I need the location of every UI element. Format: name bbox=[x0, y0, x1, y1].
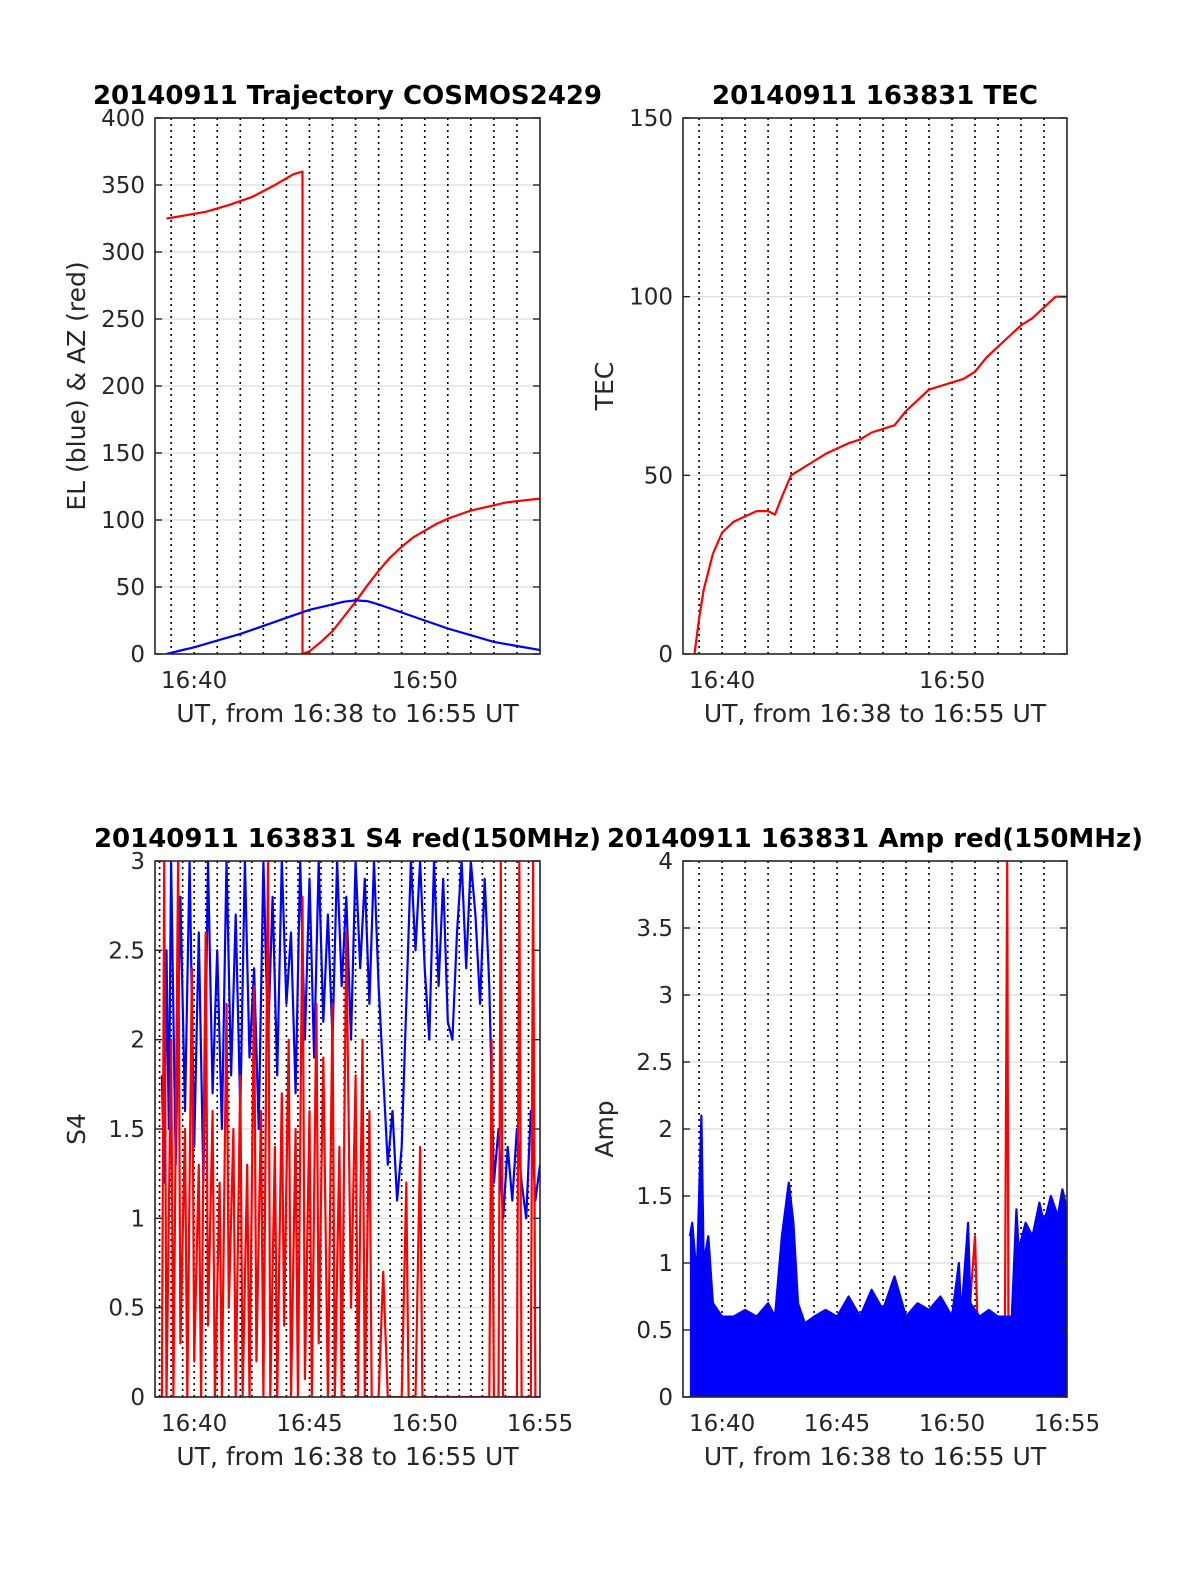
trajectory-panel: 0 50 100 150 200 250 300 350 400 16:40 16:50 201409… bbox=[62, 81, 602, 728]
trajectory-ytick-label: 200 bbox=[101, 374, 145, 400]
tec-chart-title: 20140911 163831 TEC bbox=[712, 81, 1038, 111]
amp-ytick-label: 1.5 bbox=[636, 1184, 673, 1210]
s4-ytick-label: 1.5 bbox=[108, 1117, 145, 1143]
amp-ytick-label: 2 bbox=[658, 1117, 673, 1143]
tec-ytick-label: 150 bbox=[629, 106, 673, 132]
amp-ytick-label: 2.5 bbox=[636, 1050, 673, 1076]
tec-x-axis-label: UT, from 16:38 to 16:55 UT bbox=[704, 699, 1047, 728]
s4-y-axis-label: S4 bbox=[62, 1113, 91, 1145]
tec-xtick-label: 16:50 bbox=[919, 668, 985, 694]
s4-xtick-label: 16:45 bbox=[276, 1411, 342, 1437]
amp-ytick-label: 3.5 bbox=[636, 916, 673, 942]
amp-chart-title: 20140911 163831 Amp red(150MHz) bbox=[607, 824, 1143, 854]
tec-axes-box bbox=[682, 117, 1068, 655]
trajectory-ytick-label: 50 bbox=[116, 575, 145, 601]
amp-ytick-label: 0.5 bbox=[636, 1318, 673, 1344]
s4-panel: 0 0.5 1 1.5 2 2.5 3 16:40 16:45 16:50 16:55 2014091… bbox=[62, 824, 601, 1471]
trajectory-ytick-label: 300 bbox=[101, 240, 145, 266]
s4-xtick-label: 16:50 bbox=[392, 1411, 458, 1437]
amp-xtick-label: 16:55 bbox=[1034, 1411, 1100, 1437]
trajectory-y-axis-label: EL (blue) & AZ (red) bbox=[62, 261, 91, 510]
tec-y-axis-label: TEC bbox=[590, 362, 619, 412]
amp-ytick-label: 3 bbox=[658, 983, 673, 1009]
trajectory-xtick-label: 16:40 bbox=[161, 668, 227, 694]
trajectory-xtick-label: 16:50 bbox=[392, 668, 458, 694]
amp-ytick-label: 4 bbox=[658, 849, 673, 875]
tec-series-0-line bbox=[693, 295, 1067, 654]
amp-series-1-line bbox=[688, 1114, 1067, 1325]
trajectory-ytick-label: 350 bbox=[101, 173, 145, 199]
s4-x-axis-label: UT, from 16:38 to 16:55 UT bbox=[176, 1442, 519, 1471]
tec-panel: 0 50 100 150 16:40 16:50 20140911 163831 TEC UT… bbox=[590, 81, 1068, 728]
tec-plot-area bbox=[683, 118, 1067, 654]
trajectory-series-0-line bbox=[302, 497, 540, 654]
amp-y-axis-label: Amp bbox=[590, 1100, 619, 1157]
trajectory-ytick-label: 100 bbox=[101, 508, 145, 534]
trajectory-series-1-line bbox=[166, 599, 540, 654]
tec-ytick-label: 50 bbox=[644, 463, 673, 489]
trajectory-ytick-label: 0 bbox=[130, 642, 145, 668]
amp-series-1-fill bbox=[689, 1115, 1067, 1397]
tec-ytick-label: 100 bbox=[629, 285, 673, 311]
trajectory-series-0-line bbox=[166, 170, 304, 654]
amp-xtick-label: 16:40 bbox=[689, 1411, 755, 1437]
amp-x-axis-label: UT, from 16:38 to 16:55 UT bbox=[704, 1442, 1047, 1471]
s4-ytick-label: 0 bbox=[130, 1385, 145, 1411]
tec-ytick-label: 0 bbox=[658, 642, 673, 668]
s4-ytick-label: 2.5 bbox=[108, 938, 145, 964]
s4-ytick-label: 0.5 bbox=[108, 1296, 145, 1322]
s4-xtick-label: 16:55 bbox=[507, 1411, 573, 1437]
s4-ytick-label: 3 bbox=[130, 849, 145, 875]
amp-xtick-label: 16:50 bbox=[919, 1411, 985, 1437]
trajectory-ytick-label: 150 bbox=[101, 441, 145, 467]
trajectory-ytick-label: 400 bbox=[101, 106, 145, 132]
s4-ytick-label: 2 bbox=[130, 1028, 145, 1054]
amp-panel: 0 0.5 1 1.5 2 2.5 3 3.5 4 16:40 16:45 16:50 16:55 201… bbox=[590, 824, 1143, 1471]
tec-xtick-label: 16:40 bbox=[689, 668, 755, 694]
s4-series-1-line bbox=[160, 861, 540, 1397]
s4-ytick-label: 1 bbox=[130, 1206, 145, 1232]
s4-series-0-line bbox=[160, 861, 540, 1220]
amp-xtick-label: 16:45 bbox=[804, 1411, 870, 1437]
amp-ytick-label: 1 bbox=[658, 1251, 673, 1277]
trajectory-ytick-label: 250 bbox=[101, 307, 145, 333]
trajectory-x-axis-label: UT, from 16:38 to 16:55 UT bbox=[176, 699, 519, 728]
trajectory-chart-title: 20140911 Trajectory COSMOS2429 bbox=[93, 81, 602, 111]
s4-xtick-label: 16:40 bbox=[161, 1411, 227, 1437]
amp-ytick-label: 0 bbox=[658, 1385, 673, 1411]
s4-chart-title: 20140911 163831 S4 red(150MHz) bbox=[94, 824, 601, 854]
